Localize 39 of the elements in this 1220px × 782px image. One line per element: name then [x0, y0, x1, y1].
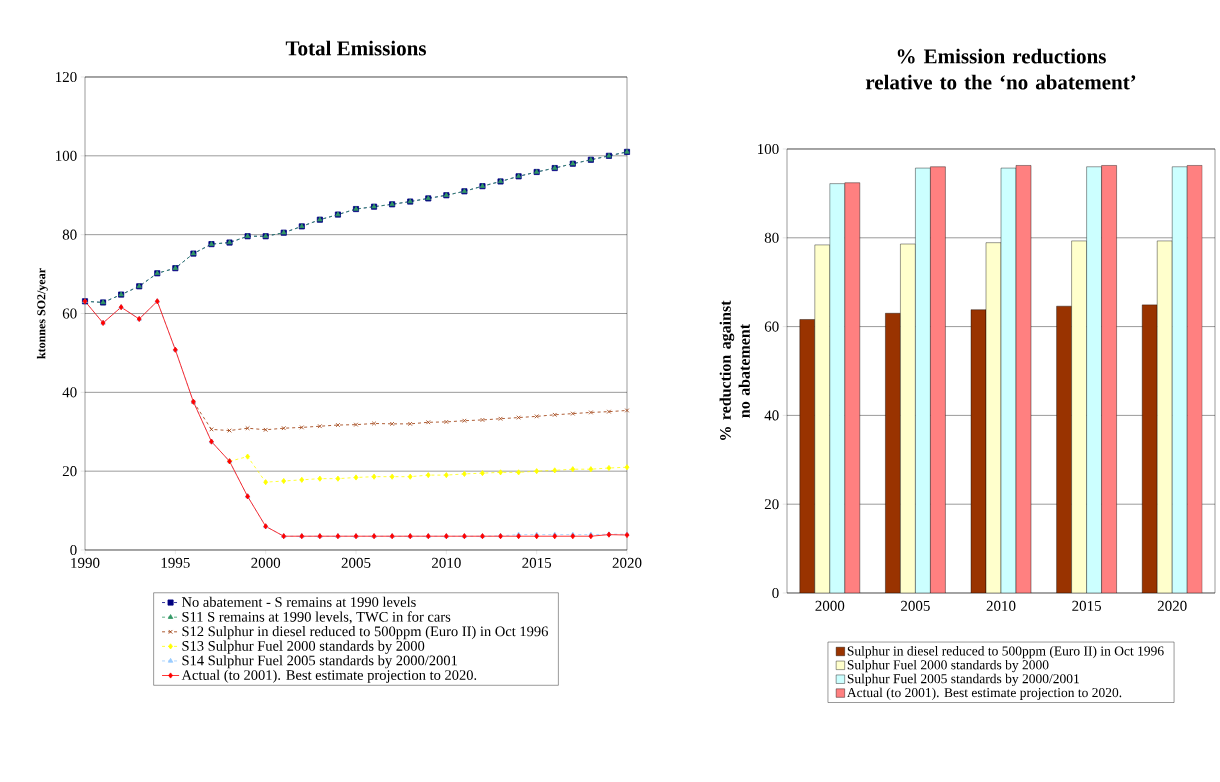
x-tick-label: 1990 [71, 557, 100, 568]
y-tick-label: 60 [764, 321, 779, 332]
legend-label: S14 Sulphur Fuel 2005 standards by 2000/2001 [182, 655, 457, 669]
y-tick-label: 60 [62, 308, 77, 319]
y-tick-label: 0 [772, 587, 779, 599]
y-axis-title: ktonnes SO2/year [36, 268, 48, 359]
x-tick-label: 2005 [341, 557, 371, 568]
y-tick-label: 100 [758, 143, 779, 155]
legend-label: Actual (to 2001). Best estimate projection to 2020. [847, 687, 1122, 700]
x-tick-label: 2000 [251, 557, 281, 568]
x-tick-label: 2000 [815, 600, 845, 611]
legend-label: Sulphur Fuel 2005 standards by 2000/2001 [847, 673, 1079, 687]
x-tick-label: 2015 [522, 557, 552, 568]
y-tick-label: 80 [62, 229, 77, 240]
y-tick-label: 20 [62, 466, 77, 477]
x-tick-label: 2010 [432, 557, 461, 568]
y-tick-label: 40 [764, 410, 779, 421]
legend-label: S13 Sulphur Fuel 2000 standards by 2000 [182, 640, 425, 654]
y-tick-label: 120 [56, 71, 77, 83]
chart-title: % Emission reductions relative to the ‘no abatement’ [865, 48, 1136, 90]
x-tick-label: 2020 [612, 557, 642, 568]
x-tick-label: 2010 [986, 600, 1016, 611]
y-tick-label: 100 [56, 150, 77, 161]
y-tick-label: 40 [62, 387, 77, 398]
y-axis-title: % reduction against no abatement [719, 300, 750, 440]
legend-label: S11 S remains at 1990 levels, TWC in for cars [182, 611, 451, 624]
x-tick-label: 2020 [1157, 600, 1187, 611]
legend-label: S12 Sulphur in diesel reduced to 500ppm (Euro II) in Oct 1996 [182, 626, 548, 640]
legend-label: Actual (to 2001). Best estimate projection to 2020. [181, 669, 477, 683]
y-tick-label: 20 [764, 499, 779, 510]
y-tick-label: 80 [764, 232, 779, 243]
y-tick-label: 0 [70, 544, 77, 556]
x-tick-label: 1995 [161, 557, 190, 568]
legend-label: No abatement - S remains at 1990 levels [181, 596, 416, 607]
legend-label: Sulphur in diesel reduced to 500ppm (Euro II) in Oct 1996 [847, 646, 1164, 659]
x-tick-label: 2015 [1072, 600, 1102, 611]
x-tick-label: 2005 [901, 600, 930, 611]
chart-title: Total Emissions [285, 40, 426, 56]
legend-label: Sulphur Fuel 2000 standards by 2000 [847, 659, 1049, 673]
